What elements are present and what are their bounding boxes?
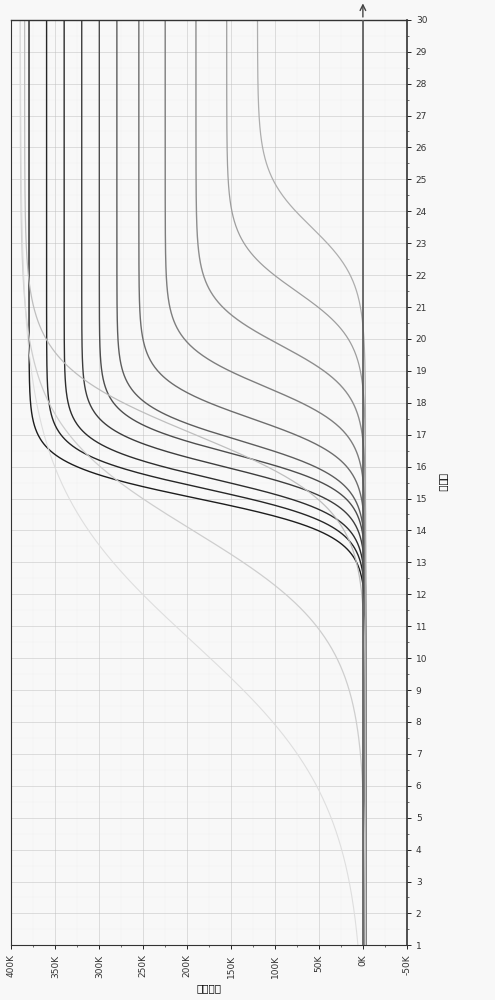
- Y-axis label: 循环数: 循环数: [439, 473, 448, 492]
- X-axis label: 荧光数值: 荧光数值: [197, 983, 222, 993]
